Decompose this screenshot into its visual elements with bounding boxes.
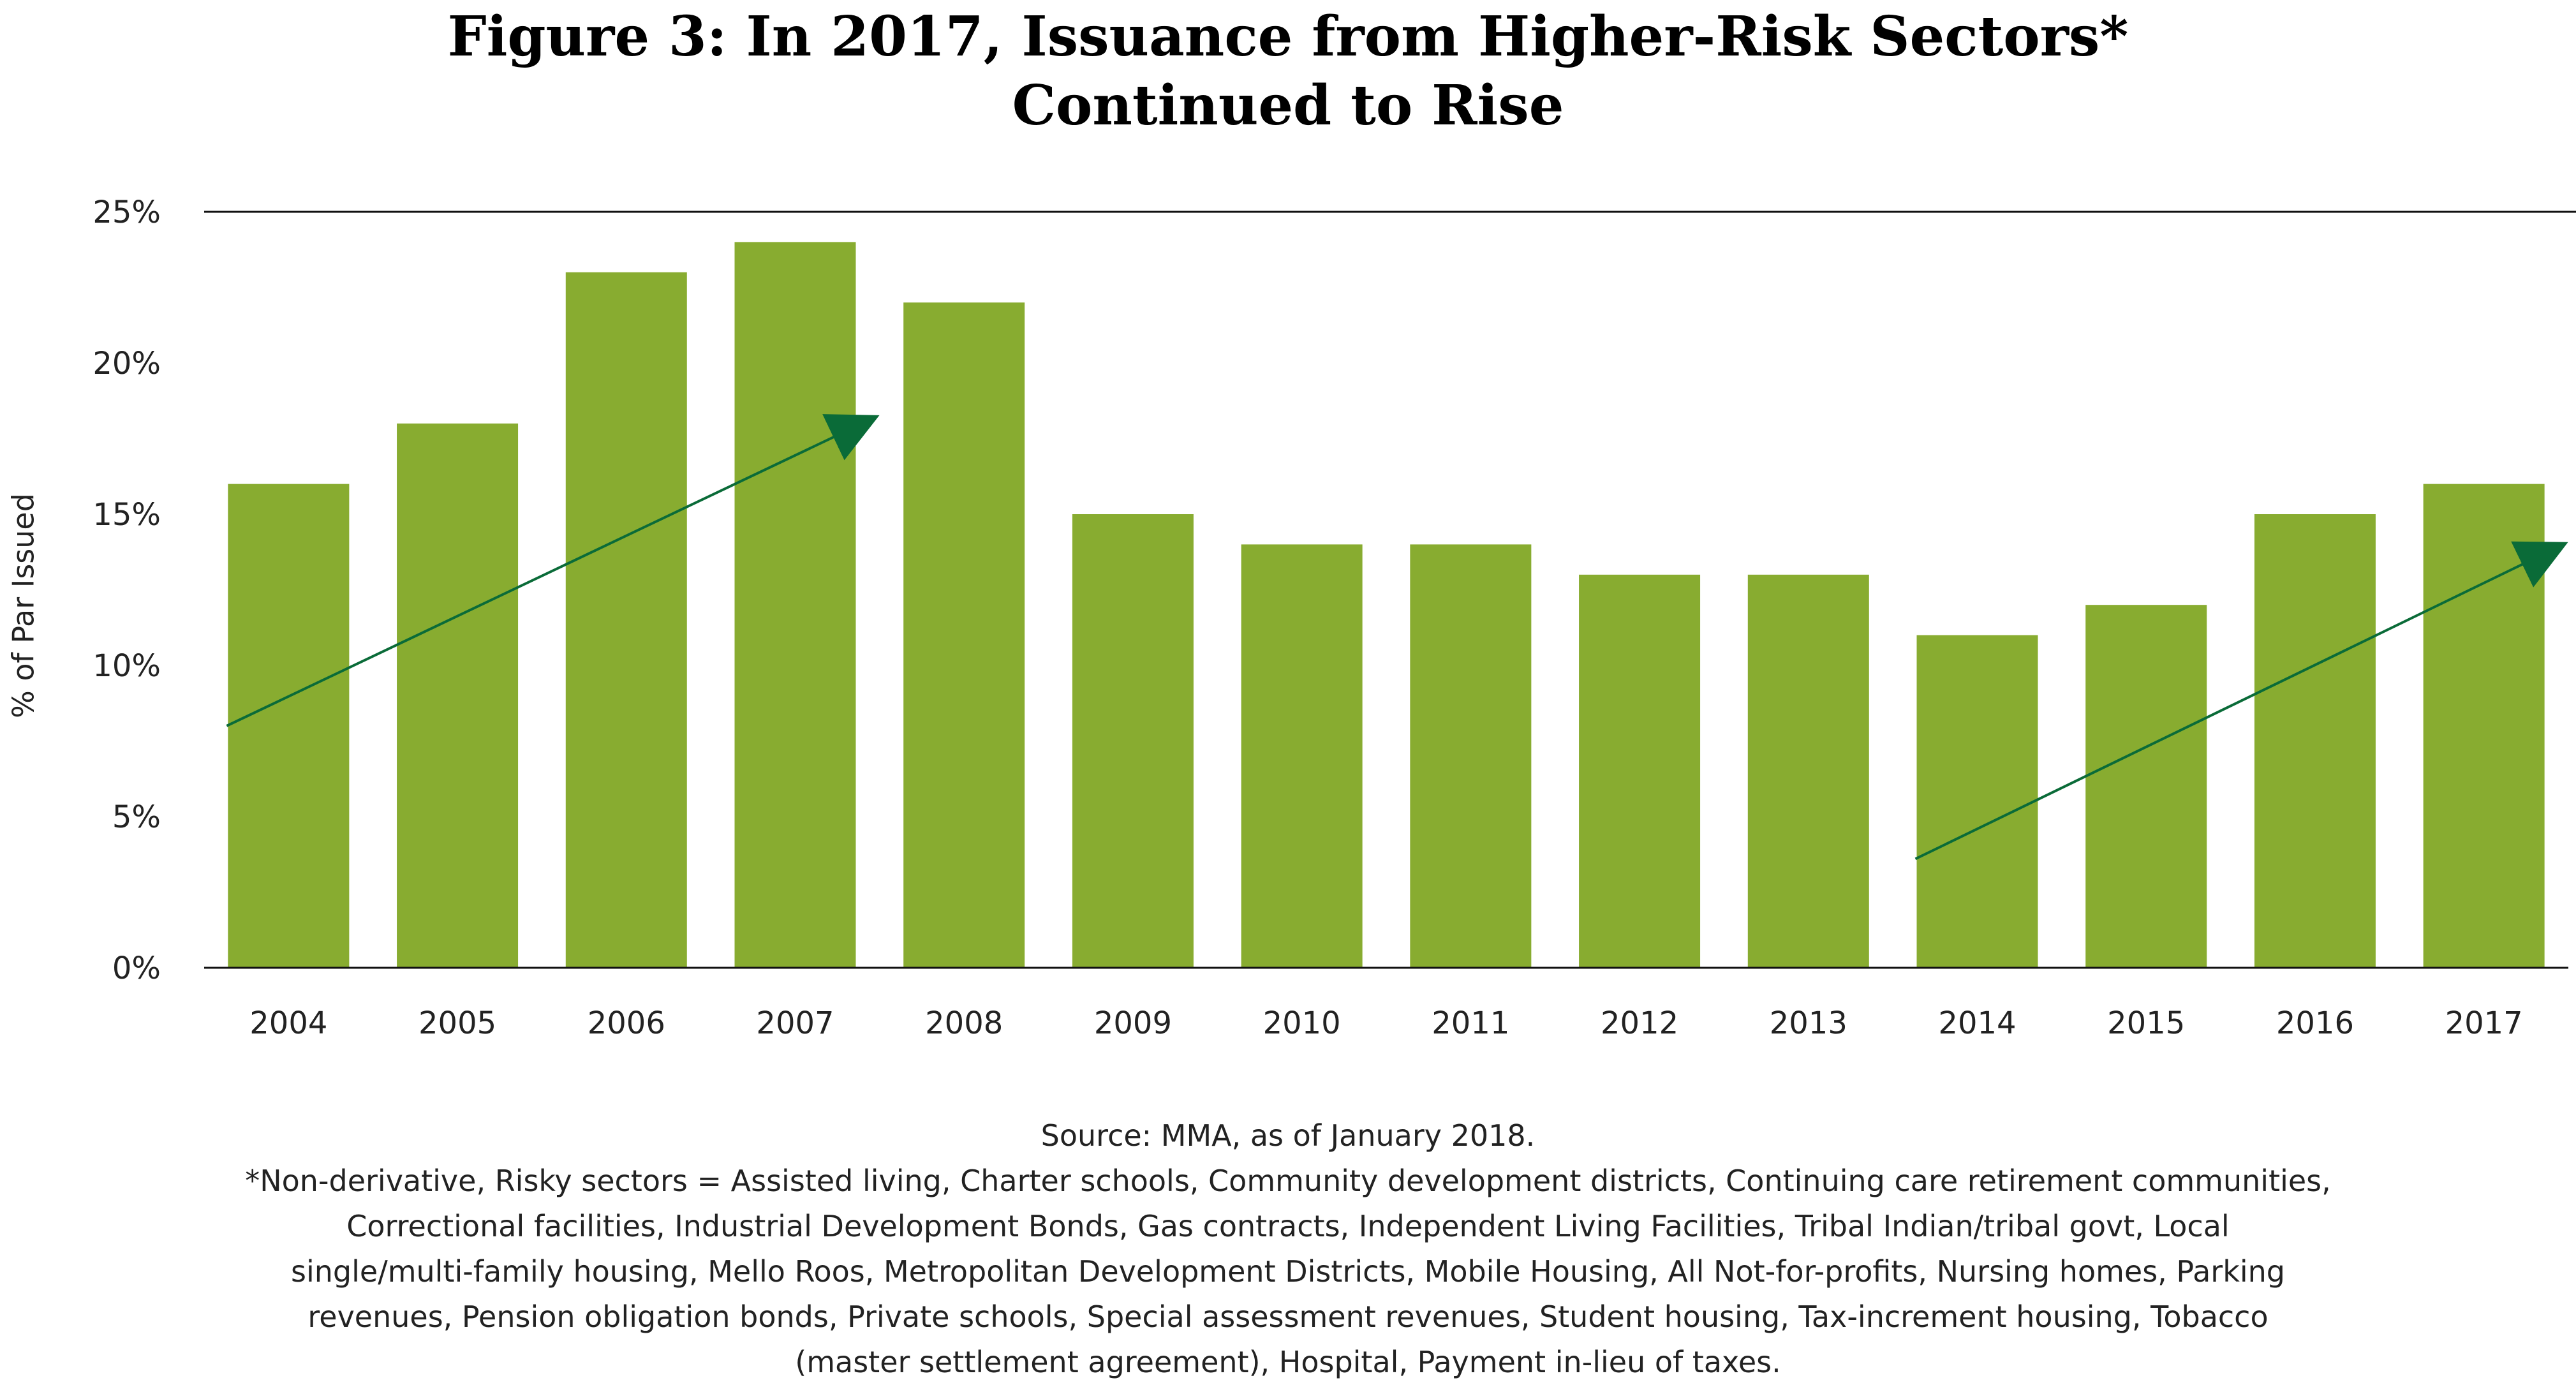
x-tick-label-2016: 2016	[2276, 1005, 2354, 1041]
bar-series	[228, 242, 2545, 968]
x-tick-label-2015: 2015	[2107, 1005, 2185, 1041]
y-axis-tick-labels: 0% 5% 10% 15% 20% 25%	[93, 195, 161, 986]
x-tick-label-2011: 2011	[1432, 1005, 1509, 1041]
footnote-line-2: Correctional facilities, Industrial Deve…	[346, 1209, 2230, 1243]
x-tick-label-2017: 2017	[2445, 1005, 2523, 1041]
chart-title: Figure 3: In 2017, Issuance from Higher-…	[0, 0, 2576, 140]
footnote-line-5: (master settlement agreement), Hospital,…	[795, 1345, 1781, 1379]
footnote-line-3: single/multi-family housing, Mello Roos,…	[291, 1254, 2285, 1289]
x-tick-label-2013: 2013	[1770, 1005, 1847, 1041]
x-tick-label-2010: 2010	[1263, 1005, 1341, 1041]
y-tick-label-15: 15%	[93, 497, 161, 533]
chart-title-line-2: Continued to Rise	[1012, 73, 1564, 138]
bar-2016	[2254, 514, 2376, 968]
chart-title-line-1: Figure 3: In 2017, Issuance from Higher-…	[447, 4, 2129, 69]
x-tick-label-2005: 2005	[418, 1005, 496, 1041]
bar-2005	[397, 423, 519, 968]
bar-2014	[1916, 635, 2038, 968]
bar-2015	[2085, 605, 2207, 968]
y-tick-label-10: 10%	[93, 648, 161, 684]
footnote-line-1: *Non-derivative, Risky sectors = Assiste…	[245, 1164, 2331, 1198]
trend-arrow-2	[1914, 541, 2568, 861]
y-tick-label-5: 5%	[112, 799, 161, 835]
bar-2008	[903, 302, 1025, 968]
bar-2011	[1410, 544, 1532, 968]
trend-arrow-1	[226, 414, 880, 727]
x-tick-label-2006: 2006	[588, 1005, 665, 1041]
y-tick-label-20: 20%	[93, 346, 161, 381]
source-note: Source: MMA, as of January 2018.	[1040, 1118, 1536, 1153]
bar-chart: 2004 2005 2006 2007 2008 2009 2010 2011 2012 2013…	[6, 195, 2576, 1041]
x-tick-label-2009: 2009	[1094, 1005, 1172, 1041]
x-tick-label-2004: 2004	[249, 1005, 327, 1041]
footnote-line-4: revenues, Pension obligation bonds, Priv…	[307, 1300, 2269, 1334]
bar-2017	[2423, 484, 2545, 968]
bar-2009	[1072, 514, 1194, 968]
x-tick-label-2007: 2007	[756, 1005, 834, 1041]
bar-2007	[734, 242, 856, 968]
x-tick-label-2012: 2012	[1601, 1005, 1678, 1041]
y-tick-label-25: 25%	[93, 195, 161, 230]
y-axis-label: % of Par Issued	[6, 493, 41, 718]
y-tick-label-0: 0%	[112, 951, 161, 986]
bar-2010	[1241, 544, 1363, 968]
bar-2004	[228, 484, 350, 968]
chart-footer: Source: MMA, as of January 2018. *Non-de…	[0, 1113, 2576, 1385]
trend-arrows	[226, 414, 2568, 861]
x-axis-tick-labels: 2004 2005 2006 2007 2008 2009 2010 2011 2012 2013…	[249, 1005, 2522, 1041]
bar-2013	[1747, 574, 1869, 968]
bar-2012	[1579, 574, 1701, 968]
x-tick-label-2014: 2014	[1938, 1005, 2016, 1041]
bar-2006	[565, 272, 687, 968]
x-tick-label-2008: 2008	[925, 1005, 1003, 1041]
